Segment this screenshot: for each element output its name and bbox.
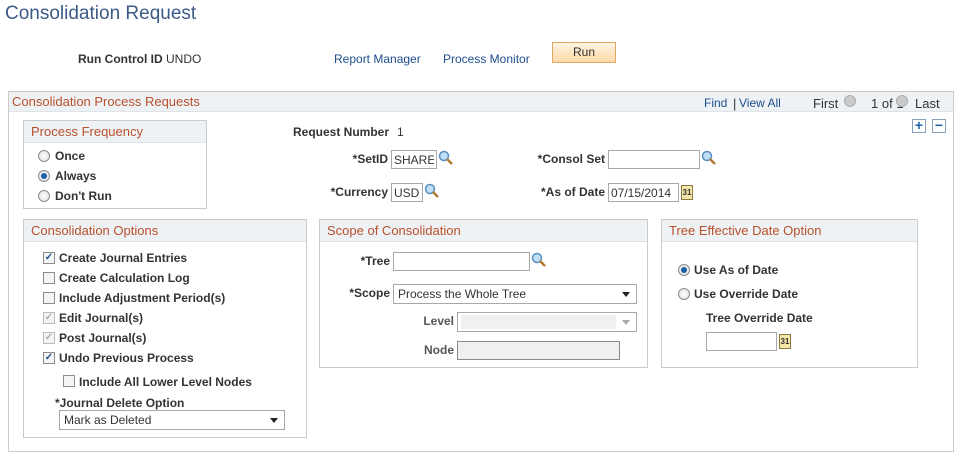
radio-use-override-date[interactable] [678, 288, 690, 300]
delete-row-button[interactable]: − [932, 118, 946, 133]
add-row-button[interactable]: + [912, 118, 926, 133]
node-input [457, 341, 620, 360]
process-monitor-link[interactable]: Process Monitor [443, 52, 530, 66]
consol-set-lookup-icon[interactable] [701, 150, 717, 166]
include-adjustment-periods-label: Include Adjustment Period(s) [59, 291, 226, 305]
setid-lookup-icon[interactable] [438, 150, 454, 166]
consol-set-label: *Consol Set [537, 152, 605, 166]
journal-delete-option-label: *Journal Delete Option [55, 396, 185, 410]
radio-always-label: Always [55, 169, 97, 183]
checkbox-include-adjustment-periods[interactable] [43, 292, 55, 304]
consolidation-options-title: Consolidation Options [24, 220, 306, 242]
scope-label: *Scope [349, 286, 390, 300]
journal-delete-option-value: Mark as Deleted [64, 413, 152, 427]
consolidation-options-box: Consolidation Options [23, 219, 307, 438]
undo-previous-process-label: Undo Previous Process [59, 351, 194, 365]
checkbox-create-journal-entries[interactable]: ✓ [43, 252, 55, 264]
level-label: Level [423, 314, 454, 328]
process-frequency-title: Process Frequency [24, 121, 206, 143]
run-button[interactable]: Run [552, 42, 616, 63]
chevron-down-icon [270, 418, 278, 423]
post-journals-label: Post Journal(s) [59, 331, 147, 345]
next-icon[interactable] [896, 95, 908, 107]
first-label: First [813, 96, 839, 111]
chevron-down-icon [622, 320, 630, 325]
view-all-link[interactable]: View All [739, 96, 781, 110]
row-count: 1 of 1 [871, 96, 904, 111]
checkbox-undo-previous-process[interactable]: ✓ [43, 352, 55, 364]
checkbox-include-all-lower-level-nodes[interactable] [63, 375, 75, 387]
request-number-value: 1 [397, 125, 404, 139]
tree-effective-date-option-title: Tree Effective Date Option [662, 220, 917, 242]
create-journal-entries-label: Create Journal Entries [59, 251, 188, 265]
checkbox-create-calculation-log[interactable] [43, 272, 55, 284]
consol-set-input[interactable] [608, 150, 700, 169]
radio-once-label: Once [55, 149, 86, 163]
page-title: Consolidation Request [5, 3, 197, 24]
edit-journals-label: Edit Journal(s) [59, 311, 144, 325]
currency-input[interactable] [391, 183, 423, 202]
radio-always[interactable] [38, 170, 50, 182]
tree-lookup-icon[interactable] [531, 252, 547, 268]
radio-dont-run[interactable] [38, 190, 50, 202]
currency-lookup-icon[interactable] [424, 183, 440, 199]
checkbox-edit-journals: ✓ [43, 312, 55, 324]
previous-icon[interactable] [844, 95, 856, 107]
tree-override-date-calendar-icon[interactable]: 31 [779, 334, 791, 349]
find-link[interactable]: Find [704, 96, 728, 110]
run-control-label: Run Control ID [78, 52, 163, 66]
level-select [457, 312, 637, 332]
tree-override-date-input[interactable] [706, 332, 777, 351]
include-all-lower-level-nodes-label: Include All Lower Level Nodes [79, 375, 252, 389]
radio-use-as-of-date[interactable] [678, 264, 690, 276]
create-calculation-log-label: Create Calculation Log [59, 271, 190, 285]
tree-label: *Tree [360, 254, 390, 268]
use-as-of-date-label: Use As of Date [694, 263, 779, 277]
node-label: Node [424, 343, 454, 357]
as-of-date-label: *As of Date [540, 185, 605, 199]
process-frequency-box: Process Frequency [23, 120, 207, 209]
tree-input[interactable] [393, 252, 530, 271]
grid-header: Consolidation Process Requests Find | Vi… [9, 92, 953, 112]
separator: | [733, 96, 737, 111]
report-manager-link[interactable]: Report Manager [334, 52, 421, 66]
tree-override-date-label: Tree Override Date [706, 311, 813, 325]
scope-select[interactable]: Process the Whole Tree [393, 284, 637, 304]
run-control-value: UNDO [166, 52, 202, 66]
radio-dont-run-label: Don't Run [55, 189, 112, 203]
as-of-date-calendar-icon[interactable]: 31 [681, 185, 693, 200]
radio-once[interactable] [38, 150, 50, 162]
checkbox-post-journals: ✓ [43, 332, 55, 344]
grid-title: Consolidation Process Requests [12, 94, 200, 109]
currency-label: *Currency [330, 185, 388, 199]
scope-value: Process the Whole Tree [398, 287, 527, 301]
as-of-date-input[interactable] [608, 183, 679, 202]
journal-delete-option-select[interactable]: Mark as Deleted [59, 410, 285, 430]
scope-of-consolidation-title: Scope of Consolidation [320, 220, 647, 242]
setid-label: *SetID [352, 152, 388, 166]
setid-input[interactable] [391, 150, 437, 169]
use-override-date-label: Use Override Date [694, 287, 799, 301]
last-label: Last [915, 96, 940, 111]
chevron-down-icon [622, 292, 630, 297]
request-number-label: Request Number [293, 125, 390, 139]
